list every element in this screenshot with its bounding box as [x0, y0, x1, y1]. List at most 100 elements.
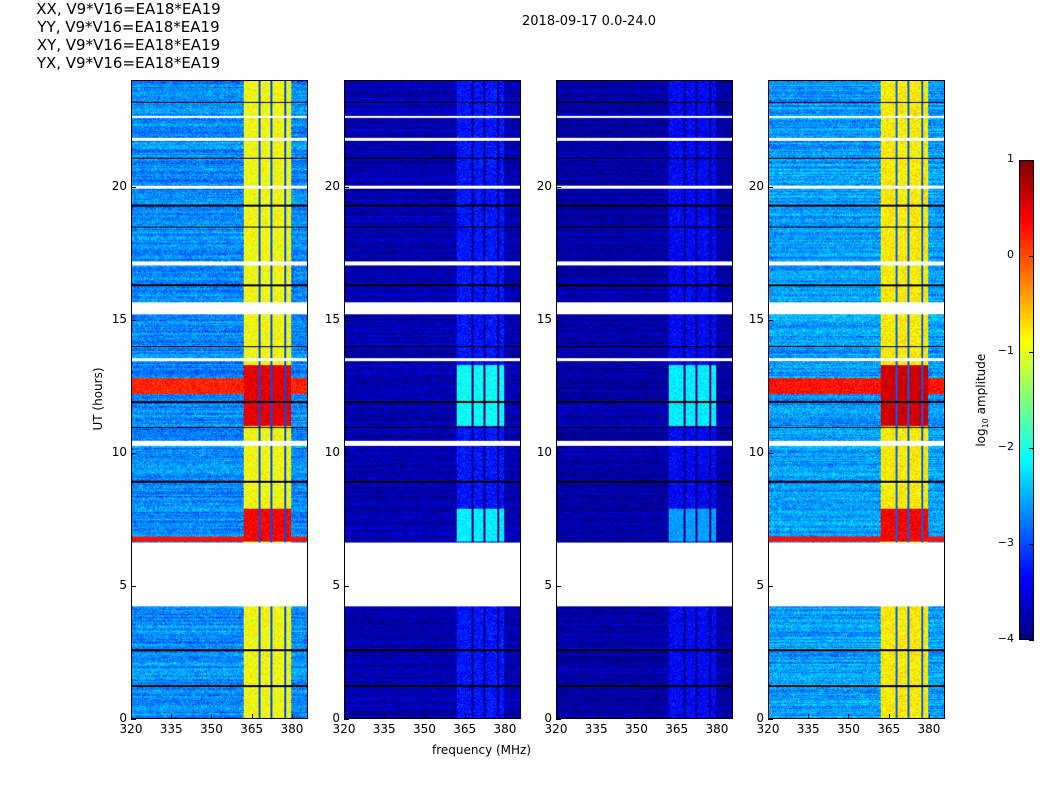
x-tick-mark — [676, 714, 678, 719]
x-tick-label: 365 — [453, 722, 477, 736]
heatmap-image — [345, 81, 520, 718]
colorbar-tick-label: 1 — [1007, 152, 1014, 165]
x-tick-mark — [716, 714, 718, 719]
y-tick-mark — [556, 186, 561, 188]
y-tick-mark — [344, 319, 349, 321]
x-tick-mark — [556, 714, 557, 719]
y-tick-mark — [768, 452, 773, 454]
y-tick-mark — [344, 186, 349, 188]
y-tick-label: 5 — [119, 577, 127, 592]
heatmap-panel — [344, 80, 521, 719]
y-tick-mark — [344, 452, 349, 454]
colorbar-tick-label: 0 — [1007, 248, 1014, 261]
y-tick-mark — [556, 452, 561, 454]
heatmap-image — [557, 81, 732, 718]
x-tick-label: 320 — [119, 722, 143, 736]
x-tick-mark — [131, 714, 132, 719]
x-tick-label: 335 — [159, 722, 183, 736]
y-tick-mark — [768, 319, 773, 321]
panel-title: XY, V9*V16=EA18*EA19 — [36, 36, 221, 54]
y-tick-label: 15 — [324, 311, 340, 326]
x-tick-label: 335 — [372, 722, 396, 736]
y-tick-mark — [131, 719, 136, 720]
x-tick-label: 365 — [877, 722, 901, 736]
x-tick-label: 320 — [756, 722, 780, 736]
y-tick-label: 10 — [111, 444, 127, 459]
x-tick-label: 320 — [544, 722, 568, 736]
x-tick-label: 365 — [665, 722, 689, 736]
x-tick-mark — [928, 714, 930, 719]
heatmap-panel — [131, 80, 308, 719]
x-tick-mark — [211, 714, 213, 719]
x-tick-mark — [504, 714, 506, 719]
y-tick-label: 20 — [111, 178, 127, 193]
colorbar-tick-mark — [1029, 160, 1034, 161]
x-tick-label: 380 — [493, 722, 517, 736]
heatmap-image — [132, 81, 307, 718]
colorbar-label-sub: 10 — [981, 418, 991, 429]
y-tick-label: 10 — [748, 444, 764, 459]
y-tick-label: 0 — [756, 711, 764, 725]
colorbar — [1019, 160, 1034, 640]
y-tick-mark — [768, 186, 773, 188]
x-tick-mark — [384, 714, 386, 719]
x-tick-mark — [464, 714, 466, 719]
heatmap-panel — [768, 80, 945, 719]
x-tick-mark — [848, 714, 850, 719]
colorbar-tick-label: −2 — [997, 440, 1014, 453]
y-tick-label: 15 — [536, 311, 552, 326]
y-tick-label: 0 — [119, 711, 127, 725]
x-tick-label: 335 — [584, 722, 608, 736]
x-tick-mark — [888, 714, 890, 719]
x-tick-mark — [596, 714, 598, 719]
y-tick-label: 10 — [536, 444, 552, 459]
y-tick-label: 15 — [748, 311, 764, 326]
heatmap-panel — [556, 80, 733, 719]
x-tick-label: 380 — [280, 722, 304, 736]
y-tick-label: 20 — [748, 178, 764, 193]
x-tick-mark — [768, 714, 769, 719]
x-tick-label: 320 — [332, 722, 356, 736]
colorbar-tick-mark — [1029, 352, 1034, 353]
colorbar-tick-label: −3 — [997, 536, 1014, 549]
x-tick-label: 350 — [413, 722, 436, 736]
x-tick-mark — [636, 714, 638, 719]
x-tick-label: 350 — [837, 722, 860, 736]
x-tick-mark — [251, 714, 253, 719]
colorbar-tick-mark — [1029, 640, 1034, 641]
x-tick-label: 365 — [240, 722, 264, 736]
heatmap-image — [769, 81, 944, 718]
x-tick-label: 350 — [625, 722, 648, 736]
colorbar-tick-label: −1 — [997, 344, 1014, 357]
y-tick-mark — [131, 452, 136, 454]
y-tick-label: 0 — [544, 711, 552, 725]
colorbar-tick-label: −4 — [997, 632, 1014, 645]
colorbar-gradient — [1020, 161, 1033, 639]
x-tick-label: 335 — [796, 722, 820, 736]
y-tick-label: 5 — [332, 577, 340, 592]
y-tick-mark — [556, 319, 561, 321]
y-tick-mark — [556, 719, 561, 720]
y-tick-mark — [768, 719, 773, 720]
y-tick-label: 10 — [324, 444, 340, 459]
y-tick-label: 15 — [111, 311, 127, 326]
x-tick-mark — [424, 714, 426, 719]
panel-title: YX, V9*V16=EA18*EA19 — [36, 54, 221, 72]
x-tick-label: 380 — [917, 722, 941, 736]
y-tick-mark — [131, 319, 136, 321]
x-tick-mark — [171, 714, 173, 719]
x-tick-label: 350 — [200, 722, 223, 736]
x-tick-mark — [291, 714, 293, 719]
colorbar-label-rest: amplitude — [973, 353, 988, 419]
x-tick-mark — [808, 714, 810, 719]
x-tick-mark — [344, 714, 345, 719]
x-axis-label: frequency (MHz) — [432, 743, 532, 757]
colorbar-tick-mark — [1029, 544, 1034, 545]
y-tick-mark — [344, 585, 349, 587]
y-axis-label: UT (hours) — [91, 367, 105, 431]
figure-title: 2018-09-17 0.0-24.0 — [522, 14, 656, 29]
x-tick-label: 380 — [705, 722, 729, 736]
colorbar-tick-mark — [1029, 256, 1034, 257]
y-tick-label: 5 — [756, 577, 764, 592]
